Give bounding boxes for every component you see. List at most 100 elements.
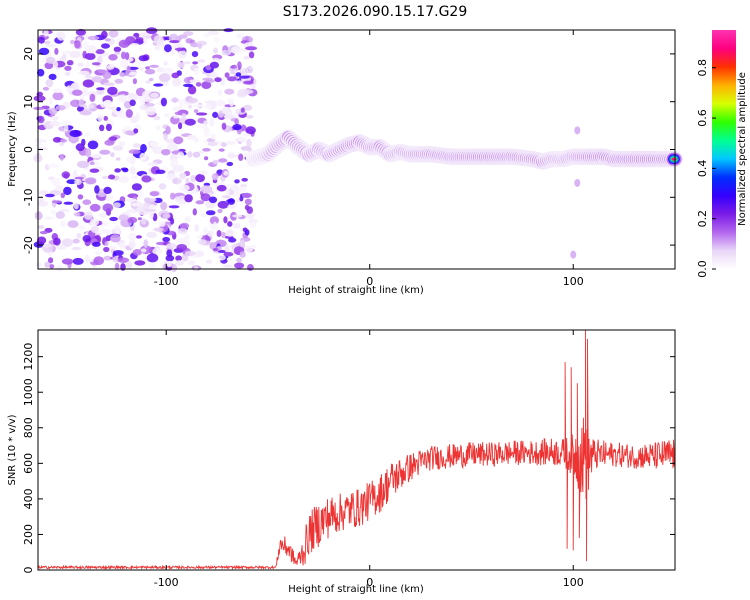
noise-blob [239, 251, 246, 258]
noise-blob [119, 242, 126, 249]
noise-blob [85, 148, 92, 158]
noise-blob [241, 192, 253, 199]
noise-blob [144, 103, 155, 107]
snr-x-tick-label: 100 [563, 576, 584, 589]
noise-blob [162, 213, 170, 219]
noise-blob [114, 168, 121, 173]
colorbar-tick-label: 0.2 [696, 210, 709, 228]
snr-y-tick-label: 1000 [22, 378, 35, 406]
noise-blob [34, 211, 43, 221]
noise-blob [73, 202, 79, 210]
noise-blob [158, 183, 167, 190]
noise-blob [221, 122, 227, 130]
noise-blob [128, 232, 137, 242]
noise-blob [247, 264, 254, 271]
noise-blob [235, 72, 242, 77]
noise-blob [140, 248, 147, 253]
noise-blob [77, 70, 90, 76]
ridge-feature [574, 178, 581, 187]
noise-blob [114, 225, 121, 234]
noise-blob [209, 216, 219, 225]
noise-blob [96, 87, 105, 91]
noise-blob [48, 97, 53, 105]
noise-blob [187, 104, 193, 109]
noise-blob [149, 191, 159, 197]
ridge-feature [574, 126, 581, 135]
noise-blob [212, 159, 219, 165]
noise-blob [72, 238, 80, 244]
noise-blob [52, 88, 63, 94]
noise-blob [103, 82, 115, 86]
noise-blob [204, 132, 211, 138]
noise-blob [132, 78, 137, 85]
noise-blob [184, 233, 190, 242]
noise-blob [64, 65, 72, 71]
noise-blob [242, 227, 248, 233]
noise-blob [66, 85, 72, 93]
noise-blob [183, 83, 194, 88]
noise-blob [217, 255, 226, 261]
noise-blob [108, 174, 116, 180]
noise-blob [244, 244, 254, 253]
noise-blob [185, 177, 190, 184]
noise-blob [163, 61, 168, 66]
noise-blob [72, 89, 83, 96]
noise-blob [50, 209, 56, 215]
noise-blob [186, 134, 196, 140]
noise-blob [94, 250, 103, 256]
noise-blob [118, 175, 130, 183]
noise-blob [137, 217, 142, 221]
noise-blob [115, 157, 121, 161]
noise-blob [184, 118, 196, 126]
noise-blob [112, 202, 121, 209]
noise-blob [118, 141, 126, 146]
noise-blob [85, 177, 97, 185]
noise-blob [211, 173, 219, 181]
noise-blob [128, 149, 141, 155]
noise-blob [72, 257, 84, 265]
noise-blob [189, 79, 201, 84]
noise-blob [232, 124, 242, 131]
noise-blob [195, 174, 206, 183]
noise-blob [248, 51, 255, 59]
noise-blob [101, 43, 110, 49]
noise-blob [77, 194, 84, 200]
noise-blob [108, 106, 117, 110]
noise-blob [232, 223, 241, 229]
noise-blob [202, 226, 208, 236]
noise-blob [171, 264, 178, 273]
noise-blob [183, 61, 191, 65]
noise-blob [133, 128, 139, 134]
noise-blob [205, 79, 215, 83]
noise-blob [87, 35, 100, 41]
noise-blob [216, 230, 222, 237]
noise-blob [166, 249, 173, 257]
noise-blob [165, 125, 171, 135]
noise-blob [127, 208, 135, 213]
noise-blob [125, 130, 135, 136]
noise-blob [74, 40, 81, 49]
noise-blob [119, 72, 126, 77]
noise-blob [135, 37, 144, 42]
noise-blob [179, 172, 187, 180]
figure-title: S173.2026.090.15.17.G29 [283, 4, 468, 20]
snr-y-tick-label: 400 [22, 488, 35, 509]
noise-blob [150, 92, 159, 98]
noise-blob [88, 104, 95, 109]
noise-blob [75, 143, 85, 152]
noise-blob [187, 85, 197, 95]
noise-blob [179, 222, 190, 229]
noise-blob [94, 185, 100, 194]
noise-blob [213, 47, 218, 54]
noise-blob [162, 67, 174, 76]
noise-blob [127, 92, 138, 102]
noise-blob [221, 232, 226, 238]
noise-blob [105, 123, 112, 132]
noise-blob [192, 151, 201, 158]
noise-blob [91, 76, 103, 83]
noise-blob [242, 80, 254, 85]
noise-blob [201, 81, 212, 89]
noise-blob [187, 260, 196, 266]
